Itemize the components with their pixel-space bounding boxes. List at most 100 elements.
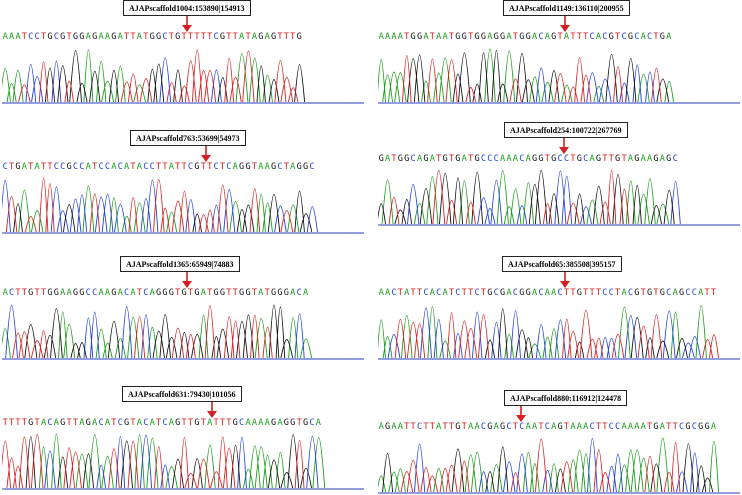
base-letter: A (640, 154, 646, 164)
base-letter: G (659, 32, 665, 42)
base-letter: G (111, 32, 117, 42)
base-letter: A (640, 422, 646, 432)
base-letter: G (271, 288, 277, 298)
base-letter: T (245, 32, 251, 42)
base-letter: A (264, 418, 270, 428)
base-sequence: CTGATATTCCGCCATCCACATACCTTATTCGTTCTCAGGT… (2, 161, 364, 173)
base-letter: T (47, 162, 53, 172)
base-letter: A (627, 154, 634, 164)
base-letter: T (40, 32, 47, 42)
base-letter: C (309, 162, 315, 172)
base-letter: A (258, 162, 264, 172)
base-letter: T (213, 418, 219, 428)
base-letter: A (647, 154, 653, 164)
base-letter: C (627, 288, 634, 298)
base-letter: C (98, 162, 104, 172)
base-letter: A (124, 162, 130, 172)
base-letter: T (207, 32, 213, 42)
base-letter: G (72, 32, 79, 42)
base-letter: A (117, 288, 123, 298)
base-letter: C (296, 288, 302, 298)
base-letter: T (602, 154, 608, 164)
base-letter: T (181, 32, 187, 42)
base-letter: A (79, 418, 85, 428)
base-letter: G (60, 418, 66, 428)
base-letter: A (551, 422, 557, 432)
base-letter: T (544, 154, 550, 164)
position-arrow-icon (182, 16, 192, 32)
base-letter: T (219, 418, 226, 428)
base-letter: A (634, 422, 640, 432)
base-letter: T (66, 418, 72, 428)
base-letter: C (608, 422, 614, 432)
base-letter: A (698, 288, 704, 298)
base-letter: C (213, 162, 219, 172)
base-letter: A (397, 422, 403, 432)
base-letter: T (595, 422, 602, 432)
trace-a-channel (378, 48, 674, 103)
base-letter: T (168, 32, 174, 42)
base-letter: C (621, 32, 627, 42)
base-letter: C (678, 422, 685, 432)
base-letter: C (92, 288, 98, 298)
base-letter: C (162, 32, 168, 42)
base-letter: C (685, 288, 691, 298)
base-letter: T (468, 154, 474, 164)
base-letter: C (557, 154, 563, 164)
base-letter: T (251, 162, 258, 172)
base-letter: G (271, 418, 277, 428)
trace-c-channel (414, 437, 700, 493)
base-letter: A (710, 422, 717, 432)
trace-g-channel (25, 434, 312, 489)
base-letter: T (602, 422, 608, 432)
base-letter: A (384, 288, 391, 298)
chromatogram-trace (378, 48, 740, 104)
base-letter: A (468, 422, 474, 432)
base-letter: G (704, 422, 710, 432)
chromatogram-panel-8: AJAPscaffold880:116912|124478 AGAATTCTTA… (378, 390, 740, 495)
base-letter: A (595, 32, 602, 42)
base-letter: A (277, 418, 283, 428)
base-letter: C (691, 288, 697, 298)
base-sequence: AACTATTCACATCTTCTGCGACGGACAACTTGTTTCCTAC… (378, 287, 740, 299)
base-letter: A (442, 32, 448, 42)
base-letter: C (455, 288, 461, 298)
base-letter: C (519, 154, 525, 164)
base-letter: T (34, 288, 40, 298)
base-letter: T (21, 418, 27, 428)
base-letter: A (436, 32, 442, 42)
base-letter: C (28, 32, 34, 42)
base-letter: A (423, 32, 429, 42)
trace-a-channel (378, 304, 707, 359)
base-letter: G (175, 32, 181, 42)
base-letter: T (130, 162, 136, 172)
base-letter: C (480, 154, 487, 164)
base-letter: T (72, 418, 79, 428)
base-letter: G (66, 162, 72, 172)
base-letter: A (563, 32, 570, 42)
base-letter: A (232, 162, 238, 172)
base-letter: G (47, 32, 53, 42)
chromatogram-trace (378, 169, 740, 226)
base-letter: A (290, 288, 296, 298)
base-letter: A (92, 418, 98, 428)
base-letter: T (404, 422, 410, 432)
base-letter: G (175, 418, 181, 428)
base-letter: C (104, 162, 111, 172)
scaffold-label: AJAPscaffold763:53699|54973 (130, 130, 246, 146)
base-letter: G (232, 418, 238, 428)
base-letter: T (410, 288, 416, 298)
base-letter: G (653, 154, 659, 164)
base-letter: G (290, 418, 296, 428)
base-letter: C (8, 288, 15, 298)
position-arrow-icon (207, 402, 217, 418)
base-letter: C (143, 162, 149, 172)
base-letter: G (653, 422, 659, 432)
base-letter: G (271, 162, 277, 172)
base-letter: A (136, 162, 142, 172)
trace-a-channel (2, 311, 313, 359)
base-letter: T (28, 162, 34, 172)
base-letter: C (563, 154, 570, 164)
base-letter: C (72, 162, 79, 172)
base-letter: T (187, 418, 194, 428)
